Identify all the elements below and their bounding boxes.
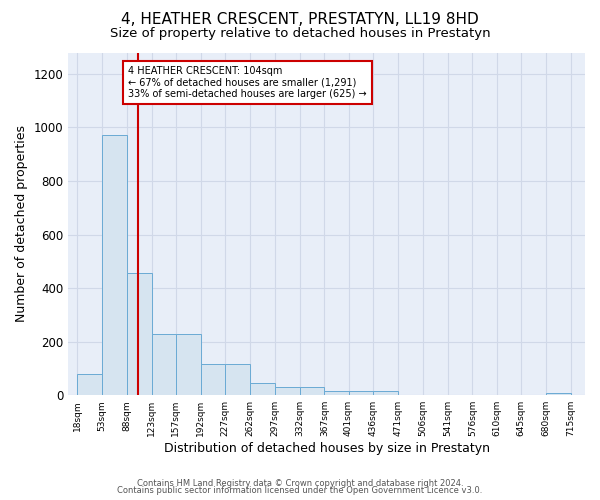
Bar [373, 391, 398, 395]
Bar [546, 392, 571, 395]
Text: Contains HM Land Registry data © Crown copyright and database right 2024.: Contains HM Land Registry data © Crown c… [137, 478, 463, 488]
Bar [250, 383, 275, 395]
Bar [176, 334, 200, 395]
Text: 4, HEATHER CRESCENT, PRESTATYN, LL19 8HD: 4, HEATHER CRESCENT, PRESTATYN, LL19 8HD [121, 12, 479, 28]
Bar [299, 387, 325, 395]
Bar [102, 136, 127, 395]
Bar [325, 391, 349, 395]
Bar [349, 391, 373, 395]
Bar [226, 364, 250, 395]
Text: Size of property relative to detached houses in Prestatyn: Size of property relative to detached ho… [110, 28, 490, 40]
Bar [77, 374, 102, 395]
Bar [127, 274, 152, 395]
Text: 4 HEATHER CRESCENT: 104sqm
← 67% of detached houses are smaller (1,291)
33% of s: 4 HEATHER CRESCENT: 104sqm ← 67% of deta… [128, 66, 367, 99]
Bar [152, 334, 176, 395]
Text: Contains public sector information licensed under the Open Government Licence v3: Contains public sector information licen… [118, 486, 482, 495]
Bar [275, 387, 299, 395]
Y-axis label: Number of detached properties: Number of detached properties [15, 126, 28, 322]
X-axis label: Distribution of detached houses by size in Prestatyn: Distribution of detached houses by size … [164, 442, 490, 455]
Bar [200, 364, 226, 395]
